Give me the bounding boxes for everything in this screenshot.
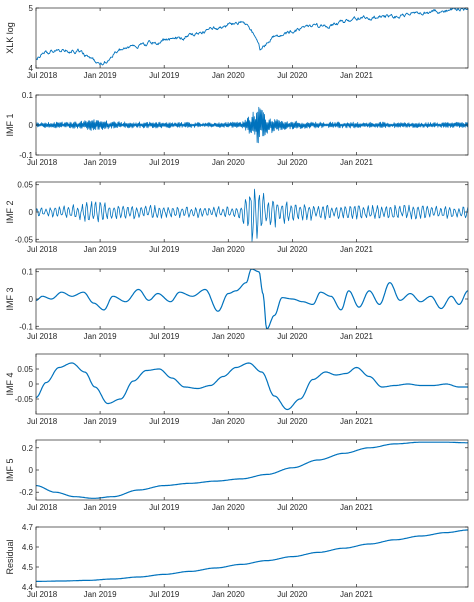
panel-3: -0.05 0 0.05 Jul 2018 Jan 2019 Jul 2019 Jan 20… [5, 181, 469, 254]
x-tick-label: Jan 2020 [212, 245, 245, 254]
x-tick-label: Jan 2021 [340, 417, 373, 426]
y-axis-label: IMF 2 [5, 200, 15, 223]
x-tick-label: Jul 2020 [277, 332, 308, 341]
y-tick-label: 0.1 [22, 91, 34, 100]
series-line-3 [36, 188, 468, 242]
x-tick-label: Jan 2020 [212, 590, 245, 599]
y-tick-label: 0.05 [17, 365, 33, 374]
y-tick-label: 0 [29, 208, 34, 217]
x-tick-label: Jul 2019 [149, 503, 180, 512]
y-tick-label: 4.7 [22, 523, 34, 532]
x-tick-label: Jan 2019 [84, 417, 117, 426]
y-tick-label: 0 [29, 380, 34, 389]
x-tick-label: Jul 2020 [277, 503, 308, 512]
x-tick-label: Jul 2020 [277, 417, 308, 426]
y-tick-label: -0.2 [19, 488, 33, 497]
x-tick-label: Jul 2018 [27, 590, 58, 599]
x-tick-label: Jan 2020 [212, 158, 245, 167]
panel-7: 4.4 4.5 4.6 4.7 Jul 2018 Jan 2019 Jul 2019 Jan … [5, 523, 469, 599]
axes-box [35, 439, 469, 501]
x-tick-label: Jan 2021 [340, 245, 373, 254]
x-tick-label: Jul 2018 [27, 245, 58, 254]
y-axis-label: IMF 1 [5, 113, 15, 136]
y-tick-label: 0.1 [22, 268, 34, 277]
x-tick-label: Jul 2019 [149, 590, 180, 599]
x-tick-label: Jul 2019 [149, 245, 180, 254]
series-line-4 [36, 269, 468, 329]
series-line-7 [36, 529, 468, 582]
y-tick-label: -0.1 [19, 151, 33, 160]
x-tick-label: Jan 2019 [84, 158, 117, 167]
panel-2: -0.1 0 0.1 Jul 2018 Jan 2019 Jul 2019 Jan 2020… [5, 91, 469, 167]
panel-1: 4 5 Jul 2018 Jan 2019 Jul 2019 Jan 2020 Jul 20… [5, 4, 469, 80]
y-tick-label: 4 [29, 64, 34, 73]
x-tick-label: Jan 2019 [84, 245, 117, 254]
y-axis-label: IMF 5 [5, 458, 15, 481]
x-tick-label: Jan 2021 [340, 503, 373, 512]
x-tick-label: Jan 2021 [340, 590, 373, 599]
axes-box [35, 7, 469, 69]
axes-box [35, 526, 469, 588]
y-tick-label: 0 [29, 121, 34, 130]
x-tick-label: Jul 2019 [149, 417, 180, 426]
x-tick-label: Jul 2018 [27, 332, 58, 341]
x-tick-label: Jul 2018 [27, 503, 58, 512]
x-tick-label: Jul 2018 [27, 417, 58, 426]
series-line-6 [36, 441, 468, 499]
x-tick-label: Jan 2019 [84, 590, 117, 599]
x-tick-label: Jul 2020 [277, 71, 308, 80]
x-tick-label: Jul 2018 [27, 71, 58, 80]
y-axis-label: IMF 3 [5, 287, 15, 310]
x-tick-label: Jul 2019 [149, 71, 180, 80]
y-tick-label: -0.05 [15, 235, 34, 244]
x-tick-label: Jul 2018 [27, 158, 58, 167]
y-tick-label: -0.1 [19, 322, 33, 331]
y-tick-label: 4.4 [22, 583, 34, 592]
x-tick-label: Jan 2021 [340, 158, 373, 167]
x-tick-label: Jul 2019 [149, 158, 180, 167]
x-tick-label: Jan 2020 [212, 71, 245, 80]
y-tick-label: 0 [29, 466, 34, 475]
x-tick-label: Jan 2019 [84, 71, 117, 80]
x-tick-label: Jul 2020 [277, 245, 308, 254]
panel-5: -0.05 0 0.05 Jul 2018 Jan 2019 Jul 2019 Jan 20… [5, 353, 469, 426]
series-line-5 [36, 362, 468, 411]
y-tick-label: 4.6 [22, 543, 34, 552]
x-tick-label: Jan 2020 [212, 332, 245, 341]
x-tick-label: Jan 2020 [212, 417, 245, 426]
x-tick-label: Jul 2019 [149, 332, 180, 341]
x-tick-label: Jul 2020 [277, 158, 308, 167]
y-tick-label: -0.05 [15, 395, 34, 404]
y-tick-label: 0.05 [17, 181, 33, 190]
y-tick-label: 0.2 [22, 444, 34, 453]
x-tick-label: Jan 2019 [84, 332, 117, 341]
y-axis-label: IMF 4 [5, 372, 15, 395]
x-tick-label: Jan 2021 [340, 332, 373, 341]
x-tick-label: Jan 2019 [84, 503, 117, 512]
y-tick-label: 0 [29, 295, 34, 304]
x-tick-label: Jan 2020 [212, 503, 245, 512]
panel-4: -0.1 0 0.1 Jul 2018 Jan 2019 Jul 2019 Jan 2020… [5, 268, 469, 341]
y-tick-label: 4.5 [22, 563, 34, 572]
series-line-2 [36, 106, 468, 144]
x-tick-label: Jul 2020 [277, 590, 308, 599]
y-tick-label: 5 [29, 4, 34, 13]
panel-6: -0.2 0 0.2 Jul 2018 Jan 2019 Jul 2019 Jan 2020… [5, 439, 469, 512]
y-axis-label: Residual [5, 539, 15, 574]
y-axis-label: XLK log [5, 22, 15, 54]
series-line-1 [36, 8, 468, 66]
x-tick-label: Jan 2021 [340, 71, 373, 80]
